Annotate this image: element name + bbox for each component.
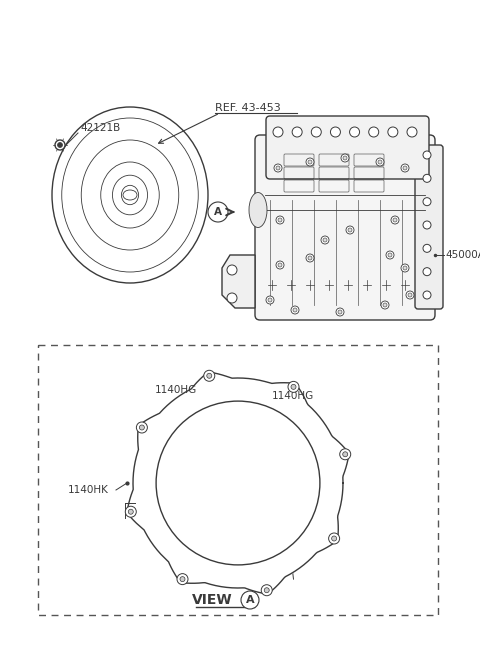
Circle shape bbox=[323, 238, 327, 242]
Circle shape bbox=[423, 268, 431, 276]
Text: 1140HG: 1140HG bbox=[155, 385, 197, 395]
Circle shape bbox=[136, 422, 147, 433]
Circle shape bbox=[423, 151, 431, 159]
Circle shape bbox=[276, 166, 280, 170]
Circle shape bbox=[423, 174, 431, 182]
Circle shape bbox=[278, 218, 282, 222]
Circle shape bbox=[241, 591, 259, 609]
Circle shape bbox=[308, 256, 312, 260]
Circle shape bbox=[291, 384, 296, 390]
Circle shape bbox=[408, 293, 412, 297]
Circle shape bbox=[291, 306, 299, 314]
Circle shape bbox=[332, 536, 336, 541]
Circle shape bbox=[207, 373, 212, 379]
Circle shape bbox=[312, 127, 321, 137]
Polygon shape bbox=[127, 372, 349, 594]
Circle shape bbox=[383, 303, 387, 307]
Circle shape bbox=[401, 164, 409, 172]
Ellipse shape bbox=[249, 192, 267, 228]
Circle shape bbox=[266, 296, 274, 304]
Circle shape bbox=[58, 142, 62, 148]
Circle shape bbox=[423, 221, 431, 229]
Circle shape bbox=[346, 226, 354, 234]
Circle shape bbox=[273, 127, 283, 137]
Circle shape bbox=[423, 197, 431, 206]
Circle shape bbox=[306, 254, 314, 262]
Circle shape bbox=[204, 370, 215, 381]
Circle shape bbox=[139, 425, 144, 430]
Circle shape bbox=[343, 452, 348, 457]
Circle shape bbox=[261, 584, 272, 596]
Polygon shape bbox=[222, 255, 255, 308]
Circle shape bbox=[321, 236, 329, 244]
FancyBboxPatch shape bbox=[255, 135, 435, 320]
Circle shape bbox=[292, 127, 302, 137]
Circle shape bbox=[276, 216, 284, 224]
Circle shape bbox=[330, 127, 340, 137]
Circle shape bbox=[274, 164, 282, 172]
Circle shape bbox=[393, 218, 397, 222]
Circle shape bbox=[369, 127, 379, 137]
Ellipse shape bbox=[123, 190, 137, 200]
Text: VIEW: VIEW bbox=[192, 593, 233, 607]
Circle shape bbox=[308, 160, 312, 164]
Circle shape bbox=[177, 573, 188, 584]
Bar bbox=[38, 345, 438, 615]
FancyBboxPatch shape bbox=[415, 145, 443, 309]
Circle shape bbox=[378, 160, 382, 164]
Circle shape bbox=[388, 127, 398, 137]
Circle shape bbox=[276, 261, 284, 269]
Circle shape bbox=[349, 127, 360, 137]
Circle shape bbox=[264, 588, 269, 593]
Circle shape bbox=[180, 577, 185, 582]
Ellipse shape bbox=[52, 107, 208, 283]
Circle shape bbox=[401, 264, 409, 272]
Text: 45000A: 45000A bbox=[445, 250, 480, 260]
Text: 1140HK: 1140HK bbox=[68, 485, 109, 495]
Ellipse shape bbox=[62, 118, 198, 272]
Circle shape bbox=[341, 154, 349, 162]
Circle shape bbox=[406, 291, 414, 299]
Circle shape bbox=[55, 140, 65, 150]
Text: A: A bbox=[246, 595, 254, 605]
Circle shape bbox=[268, 298, 272, 302]
Circle shape bbox=[306, 158, 314, 166]
Circle shape bbox=[403, 166, 407, 170]
Circle shape bbox=[338, 310, 342, 314]
Circle shape bbox=[386, 251, 394, 259]
Circle shape bbox=[227, 265, 237, 275]
Circle shape bbox=[156, 401, 320, 565]
Text: A: A bbox=[214, 207, 222, 217]
Circle shape bbox=[403, 266, 407, 270]
Circle shape bbox=[407, 127, 417, 137]
Ellipse shape bbox=[121, 185, 139, 205]
Circle shape bbox=[227, 293, 237, 303]
Circle shape bbox=[293, 308, 297, 312]
Text: REF. 43-453: REF. 43-453 bbox=[215, 103, 281, 113]
Circle shape bbox=[348, 228, 352, 232]
Circle shape bbox=[423, 291, 431, 299]
Circle shape bbox=[423, 244, 431, 253]
Circle shape bbox=[278, 263, 282, 267]
Circle shape bbox=[208, 202, 228, 222]
Ellipse shape bbox=[101, 162, 159, 228]
Circle shape bbox=[381, 301, 389, 309]
Circle shape bbox=[343, 156, 347, 160]
Ellipse shape bbox=[112, 175, 147, 215]
Circle shape bbox=[329, 533, 340, 544]
Circle shape bbox=[128, 509, 133, 514]
Text: 42121B: 42121B bbox=[80, 123, 120, 133]
Circle shape bbox=[340, 449, 351, 460]
Ellipse shape bbox=[81, 140, 179, 250]
Circle shape bbox=[391, 216, 399, 224]
Text: 1140HG: 1140HG bbox=[272, 391, 314, 401]
Circle shape bbox=[125, 506, 136, 517]
Circle shape bbox=[388, 253, 392, 257]
Circle shape bbox=[288, 381, 299, 392]
Circle shape bbox=[336, 308, 344, 316]
Circle shape bbox=[376, 158, 384, 166]
FancyBboxPatch shape bbox=[266, 116, 429, 179]
